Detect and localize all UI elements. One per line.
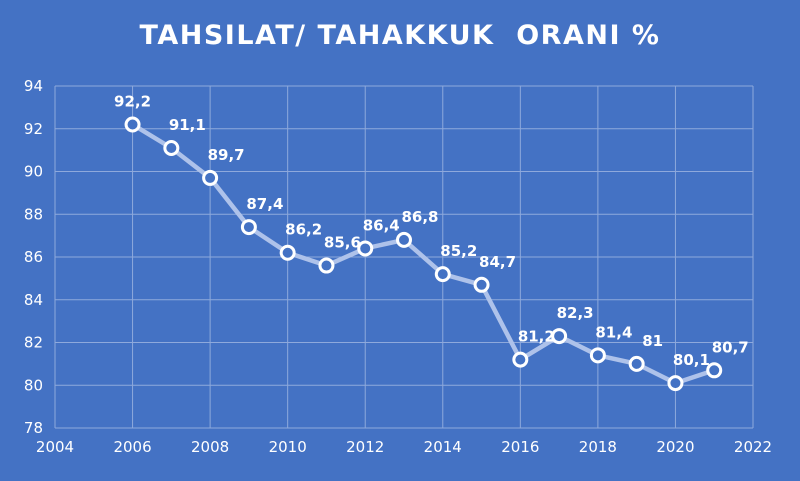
data-point: [163, 139, 180, 156]
data-point: [240, 219, 257, 236]
data-label: 87,4: [246, 195, 283, 213]
data-labels: 92,2 91,189,7 87,486,285,686,4 86,885,284,7…: [114, 92, 749, 369]
data-label: 81,4: [595, 323, 632, 341]
data-label: 80,7: [712, 338, 749, 356]
data-point: [202, 169, 219, 186]
data-label: 85,6: [324, 234, 361, 252]
series-line: [131, 122, 715, 386]
data-point: [512, 351, 529, 368]
x-tick-label: 2016: [501, 438, 539, 456]
data-point: [551, 328, 568, 345]
chart-title: TAHSILAT/ TAHAKKUK ORANI %: [139, 20, 661, 51]
data-point: [279, 244, 296, 261]
x-tick-label: 2008: [191, 438, 229, 456]
data-label: 84,7: [479, 253, 516, 271]
data-point: [667, 375, 684, 392]
data-label: 81,2: [518, 328, 555, 346]
x-tick-label: 2004: [36, 438, 74, 456]
data-label: 86,4: [363, 216, 400, 234]
data-points: [124, 116, 723, 392]
data-label: 82,3: [557, 304, 594, 322]
y-tick-label: 80: [24, 376, 43, 394]
data-label: 89,7: [208, 146, 245, 164]
data-point: [589, 347, 606, 364]
x-axis-ticks: 2004 2006 2008 2010 2012 2014 2016 2018 2020 2022: [36, 438, 772, 456]
data-point: [706, 362, 723, 379]
x-tick-label: 2018: [579, 438, 617, 456]
data-point: [628, 355, 645, 372]
data-label: 91,1: [169, 116, 206, 134]
data-label: 81: [642, 332, 663, 350]
y-tick-label: 92: [24, 120, 43, 138]
data-point: [396, 231, 412, 248]
data-point: [473, 276, 490, 293]
y-tick-label: 82: [24, 334, 43, 352]
data-point: [434, 266, 451, 283]
data-point: [318, 257, 335, 274]
x-tick-label: 2022: [734, 438, 772, 456]
data-label: 86,2: [285, 221, 322, 239]
x-tick-label: 2014: [424, 438, 462, 456]
y-tick-label: 88: [24, 205, 43, 223]
y-axis-ticks: 78 80 82 84 86 88 90 92 94: [24, 77, 43, 437]
x-tick-label: 2020: [656, 438, 694, 456]
data-label: 92,2: [114, 92, 151, 110]
data-label: 85,2: [440, 242, 477, 260]
y-tick-label: 90: [24, 163, 43, 181]
y-tick-label: 86: [24, 248, 43, 266]
y-tick-label: 84: [24, 291, 43, 309]
x-tick-label: 2010: [269, 438, 307, 456]
data-point: [124, 116, 141, 133]
x-tick-label: 2012: [346, 438, 384, 456]
data-label: 86,8: [401, 208, 438, 226]
data-point: [357, 240, 374, 257]
gridlines: [54, 85, 754, 429]
y-tick-label: 78: [24, 419, 43, 437]
data-label: 80,1: [673, 351, 710, 369]
y-tick-label: 94: [24, 77, 43, 95]
x-tick-label: 2006: [113, 438, 151, 456]
